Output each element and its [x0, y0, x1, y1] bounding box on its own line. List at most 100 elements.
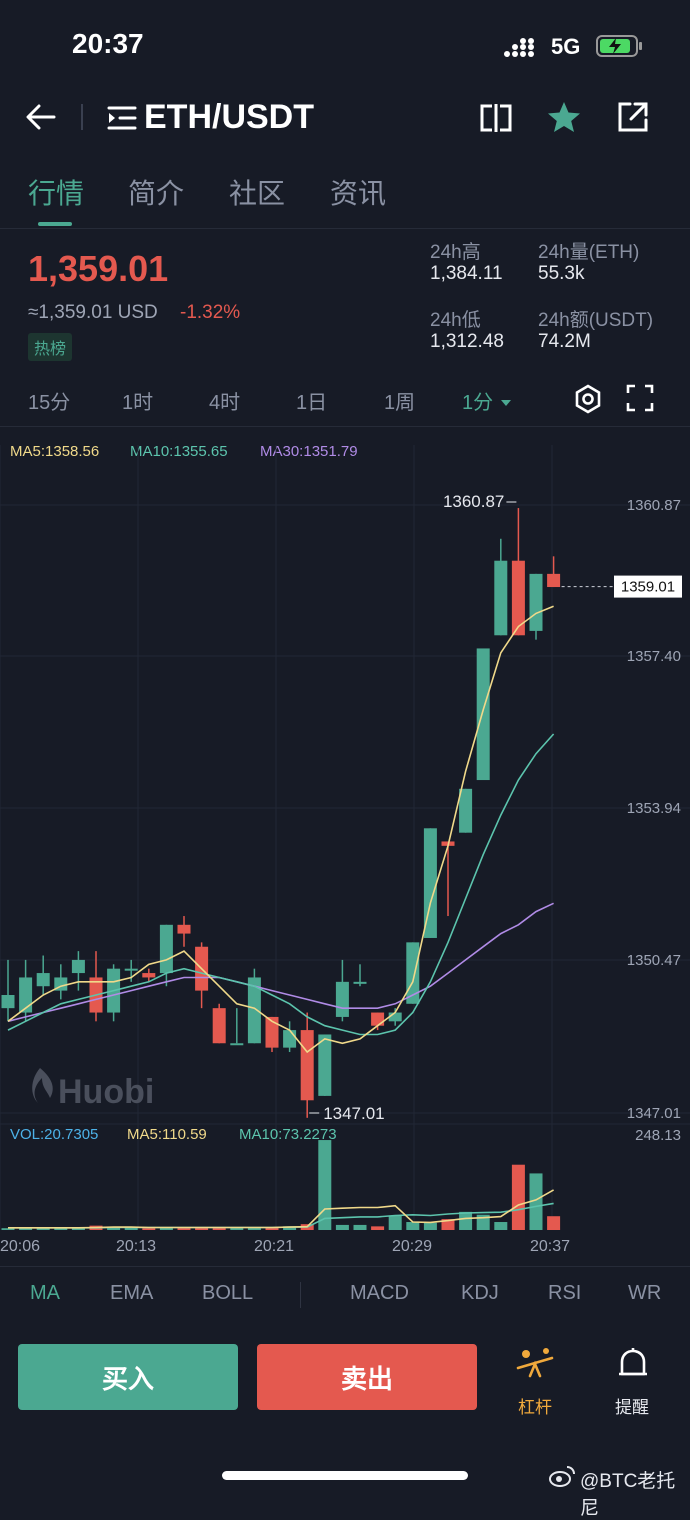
- tab-news[interactable]: 资讯: [330, 178, 387, 209]
- tab-intro[interactable]: 简介: [128, 178, 185, 209]
- indicator-wr[interactable]: WR: [628, 1282, 662, 1304]
- price-axis-label: 1360.87: [627, 497, 681, 514]
- indicator-ema[interactable]: EMA: [110, 1282, 154, 1304]
- candle-body: [353, 981, 367, 984]
- leverage-label[interactable]: 杠杆: [518, 1398, 552, 1417]
- alert-label[interactable]: 提醒: [615, 1398, 649, 1417]
- candle-body: [159, 924, 173, 974]
- indicator-macd[interactable]: MACD: [350, 1282, 409, 1304]
- current-price-tag: [614, 575, 682, 598]
- indicator-boll[interactable]: BOLL: [202, 1282, 254, 1304]
- status-time: 20:37: [72, 28, 144, 59]
- indicator-rsi[interactable]: RSI: [548, 1282, 582, 1304]
- high-label: 24h高: [430, 242, 481, 263]
- volume-bar: [107, 1227, 121, 1230]
- network-type: 5G: [551, 34, 581, 59]
- chart-grid: [0, 445, 690, 1230]
- usd-price: ≈1,359.01 USD: [28, 302, 158, 323]
- vol-ma5-legend: MA5:110.59: [127, 1126, 207, 1143]
- candle-body: [529, 573, 543, 631]
- indicator-kdj[interactable]: KDJ: [461, 1282, 499, 1304]
- candle-body: [1, 994, 15, 1009]
- share-icon[interactable]: [616, 100, 650, 134]
- price-axis-label: 1353.94: [627, 800, 681, 817]
- volume-axis-label: 248.13: [635, 1127, 681, 1144]
- tab-market[interactable]: 行情: [28, 178, 85, 209]
- volume-bar: [335, 1224, 349, 1230]
- candle-body: [71, 959, 85, 974]
- candle-body: [547, 573, 561, 588]
- timeframe-15m[interactable]: 15分: [28, 392, 71, 414]
- pair-menu-icon[interactable]: [106, 104, 138, 132]
- candlestick-chart[interactable]: Huobi 1360.87 1357.40 1353.94 1350.47 1347.0…: [0, 430, 690, 1230]
- volume-label: 24h量(ETH): [538, 242, 640, 263]
- chart-settings-icon[interactable]: [572, 383, 604, 415]
- sell-button[interactable]: 卖出: [257, 1344, 477, 1410]
- timeframe-1d[interactable]: 1日: [296, 392, 328, 414]
- signal-icon: [503, 38, 541, 58]
- vol-ma10-legend: MA10:73.2273: [239, 1126, 337, 1143]
- ma5-legend: MA5:1358.56: [10, 443, 100, 460]
- candle-body: [318, 1034, 332, 1096]
- volume-bar: [494, 1222, 508, 1230]
- volume-bar: [406, 1222, 420, 1230]
- volume-bar: [371, 1226, 385, 1230]
- huobi-flame-icon: [32, 1068, 53, 1103]
- huobi-watermark-text: Huobi: [58, 1073, 154, 1111]
- active-tab-indicator: [38, 222, 72, 226]
- hot-list-badge[interactable]: 热榜: [28, 333, 73, 361]
- ma30-legend: MA30:1351.79: [260, 443, 358, 460]
- author-watermark: @BTC老托尼: [580, 1471, 676, 1519]
- amount-label: 24h额(USDT): [538, 310, 654, 331]
- volume-bar: [353, 1224, 367, 1230]
- volume-bar: [195, 1227, 209, 1230]
- volume-bar: [459, 1211, 473, 1230]
- candle-body: [371, 1012, 385, 1026]
- time-label: 20:06: [0, 1238, 41, 1255]
- time-label: 20:29: [392, 1238, 433, 1255]
- volume-bar: [54, 1228, 68, 1230]
- price-axis-label: 1350.47: [627, 952, 681, 969]
- timeframe-4h[interactable]: 4时: [209, 392, 241, 414]
- tabs-divider: [0, 228, 690, 229]
- indicator-divider: [0, 1266, 690, 1267]
- pair-title[interactable]: ETH/USDT: [144, 98, 314, 136]
- price-change-percent: -1.32%: [180, 302, 241, 323]
- battery-icon: [596, 34, 644, 58]
- candle-body: [124, 968, 138, 971]
- back-arrow-icon[interactable]: [24, 102, 58, 132]
- volume-bar: [247, 1227, 261, 1230]
- ma10-line: [7, 733, 555, 1036]
- volume-bar: [441, 1219, 455, 1230]
- favorite-star-icon[interactable]: [546, 100, 582, 134]
- low-value: 1,312.48: [430, 331, 504, 352]
- candle-body: [212, 1008, 226, 1044]
- leverage-icon[interactable]: [514, 1346, 556, 1382]
- volume-bar: [124, 1227, 138, 1230]
- candle-body: [423, 828, 437, 938]
- tab-community[interactable]: 社区: [229, 178, 286, 209]
- timeframe-1w[interactable]: 1周: [384, 392, 416, 414]
- candle-body: [494, 560, 508, 636]
- ma5-line: [7, 605, 554, 1054]
- timeframe-dropdown-icon[interactable]: [500, 394, 512, 406]
- fullscreen-icon[interactable]: [626, 384, 654, 412]
- candle-body: [476, 648, 490, 781]
- timeframe-1h[interactable]: 1时: [122, 392, 154, 414]
- indicator-separator: [300, 1282, 301, 1308]
- volume-bar: [388, 1215, 402, 1230]
- timeframe-1m[interactable]: 1分: [462, 392, 494, 414]
- bell-icon[interactable]: [616, 1346, 650, 1384]
- volume-bar: [547, 1216, 561, 1230]
- volume-value: 55.3k: [538, 263, 585, 284]
- indicator-ma[interactable]: MA: [30, 1282, 60, 1304]
- candle-body: [388, 1012, 402, 1022]
- volume-bar: [529, 1173, 543, 1230]
- min-price-marker: 1347.01: [323, 1104, 384, 1123]
- volume-bar: [1, 1228, 15, 1230]
- candle-body: [335, 981, 349, 1017]
- volume-bar: [283, 1226, 297, 1230]
- buy-button[interactable]: 买入: [18, 1344, 238, 1410]
- compare-icon[interactable]: [478, 102, 514, 134]
- candle-body: [177, 924, 191, 934]
